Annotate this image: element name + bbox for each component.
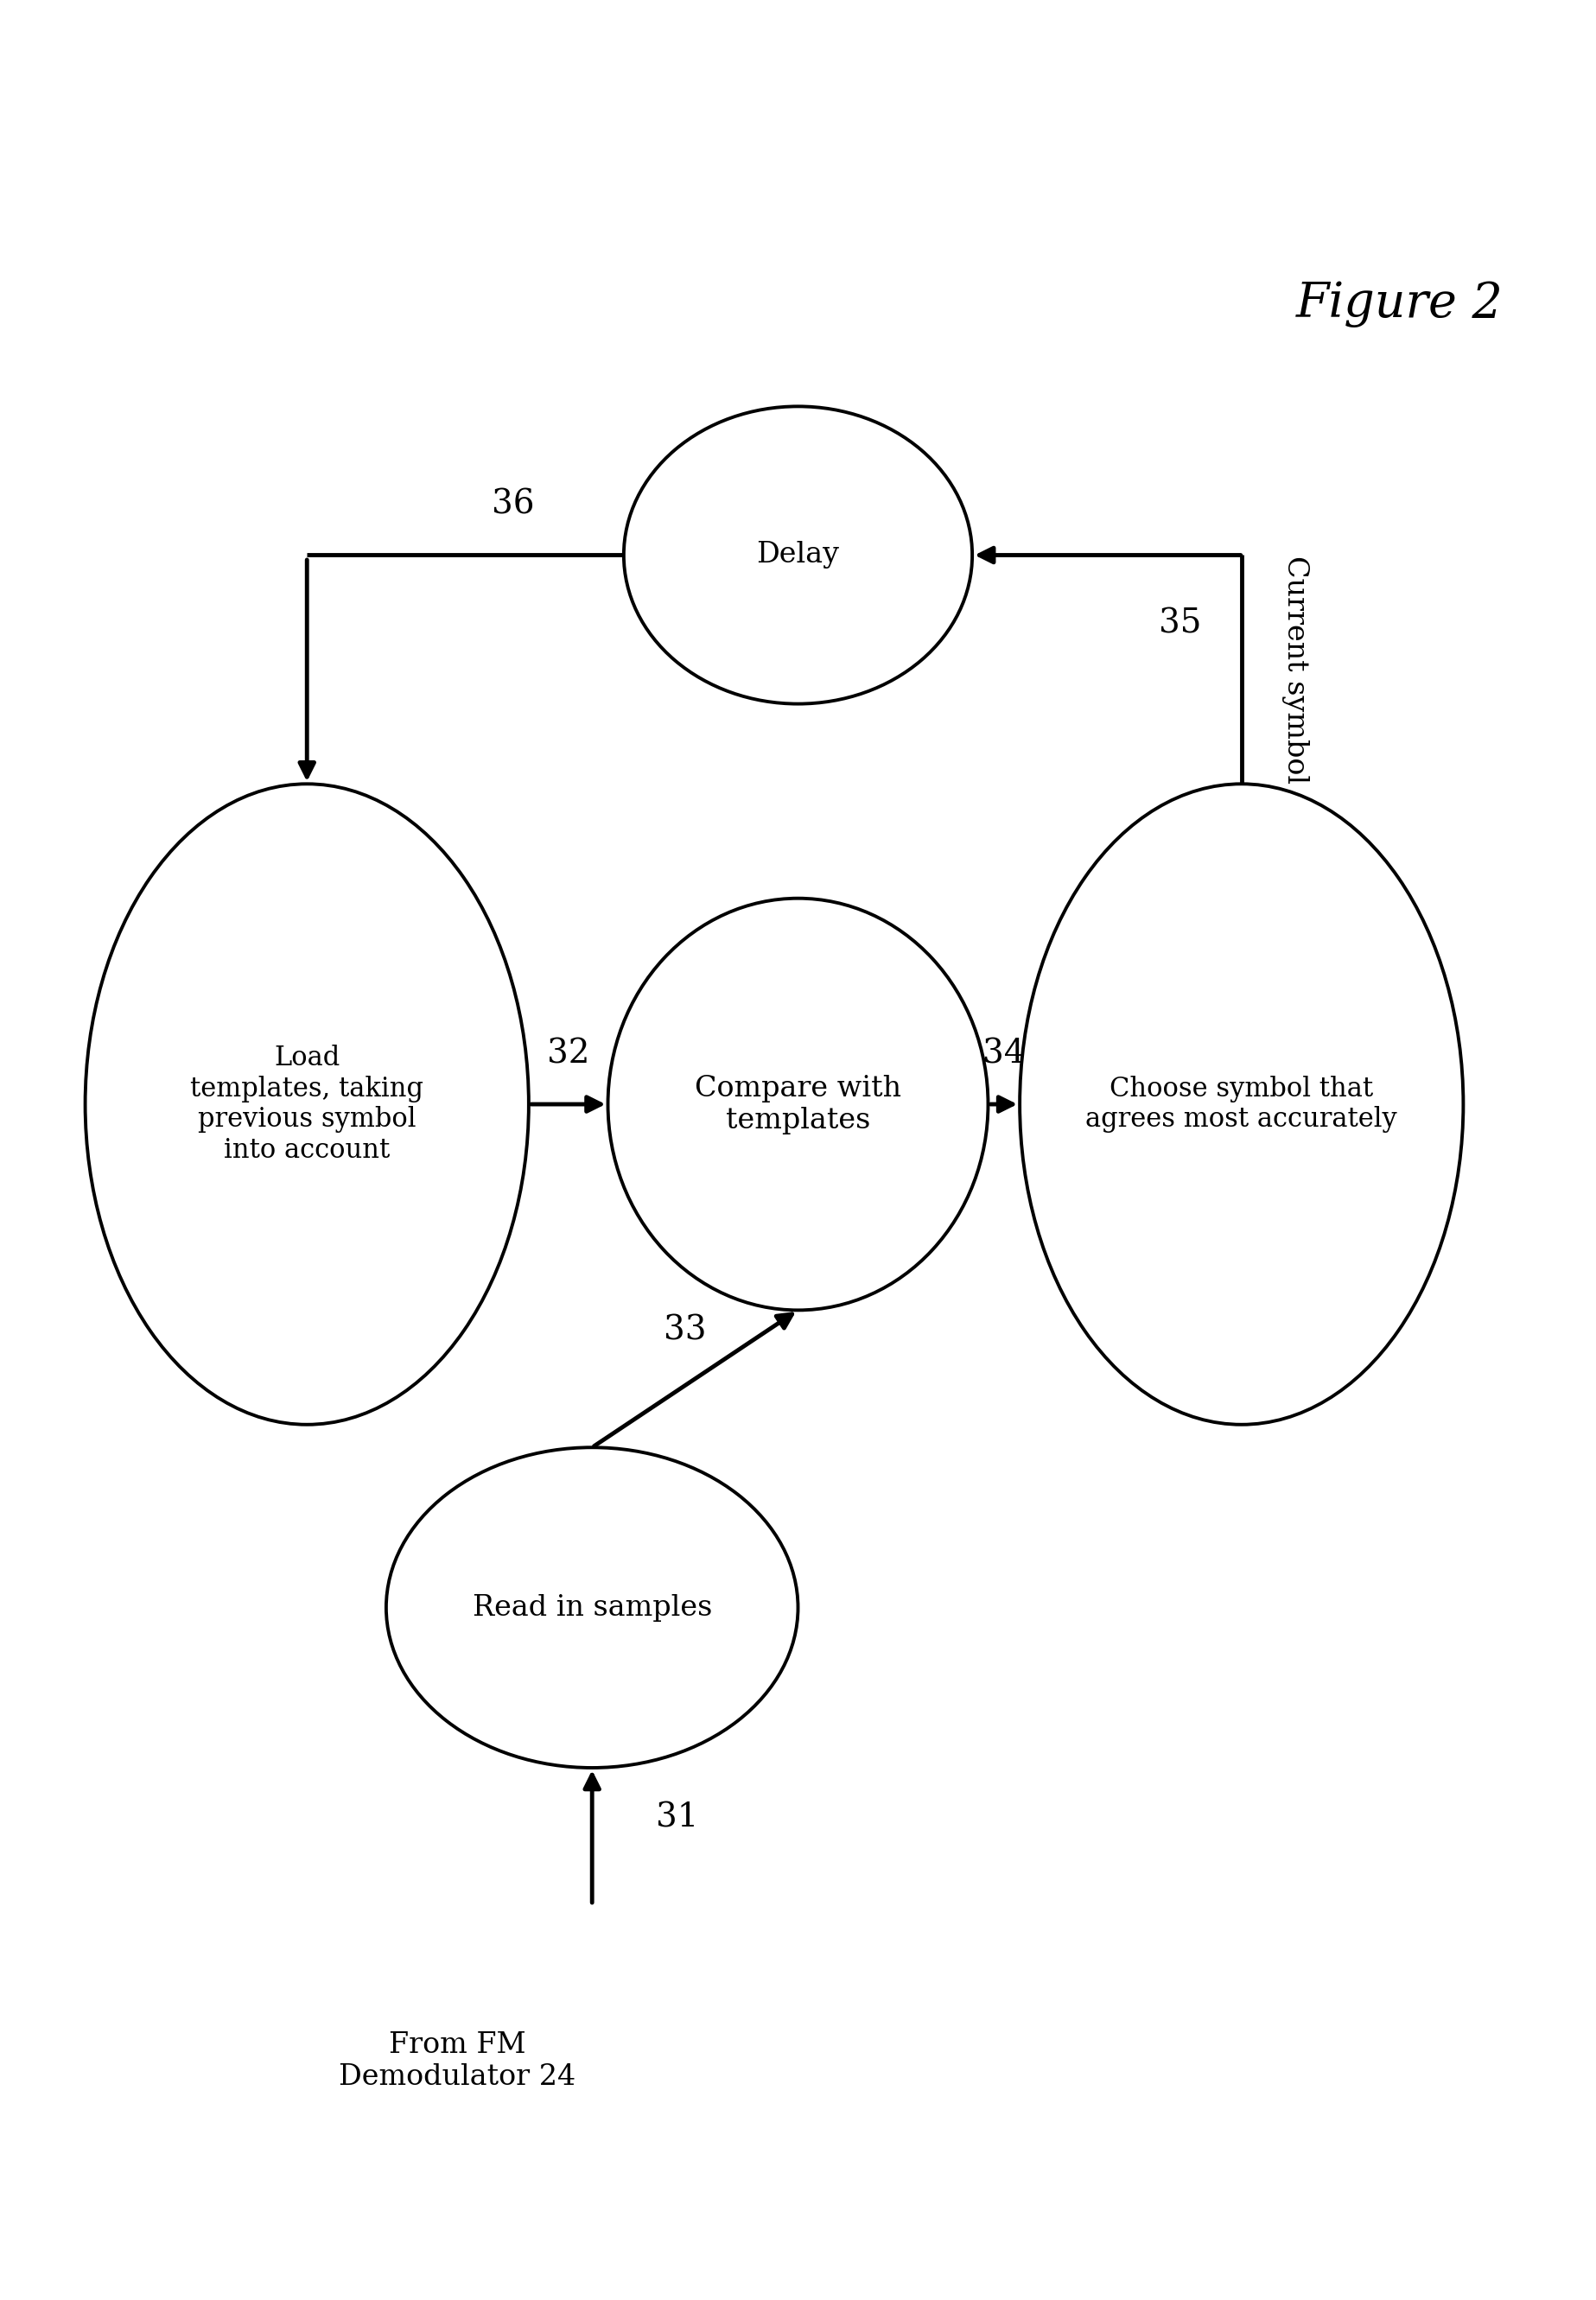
Text: 32: 32	[547, 1037, 589, 1070]
Text: Choose symbol that
agrees most accurately: Choose symbol that agrees most accuratel…	[1085, 1076, 1398, 1134]
Text: 34: 34	[983, 1037, 1025, 1070]
Text: Figure 2: Figure 2	[1296, 281, 1503, 327]
Text: From FM
Demodulator 24: From FM Demodulator 24	[338, 2031, 576, 2091]
Text: Compare with
templates: Compare with templates	[694, 1074, 902, 1134]
Text: 36: 36	[492, 490, 535, 520]
Text: Read in samples: Read in samples	[472, 1594, 712, 1621]
Text: Load
templates, taking
previous symbol
into account: Load templates, taking previous symbol i…	[190, 1044, 423, 1164]
Text: Delay: Delay	[757, 540, 839, 568]
Text: 35: 35	[1159, 607, 1202, 639]
Text: Current symbol: Current symbol	[1282, 554, 1309, 784]
Text: 33: 33	[664, 1316, 705, 1348]
Text: 31: 31	[656, 1803, 697, 1833]
